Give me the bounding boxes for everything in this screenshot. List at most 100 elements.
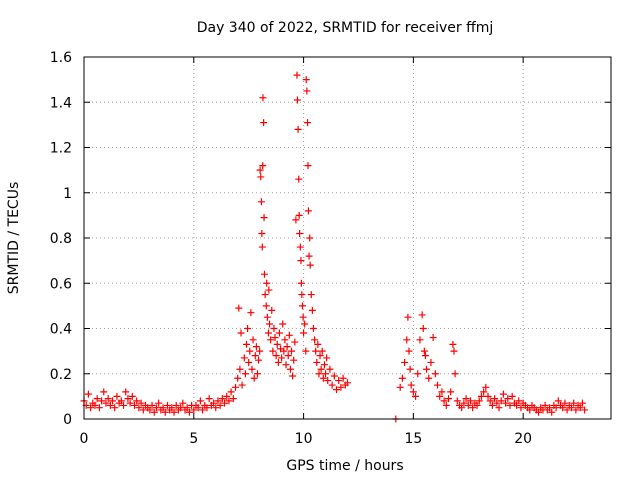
data-point — [314, 340, 322, 348]
data-point — [298, 291, 306, 299]
y-tick-label: 0.6 — [50, 276, 72, 292]
data-point — [133, 397, 141, 405]
data-point — [438, 388, 446, 396]
data-point — [495, 404, 503, 412]
data-point — [196, 397, 204, 405]
x-tick-label: 0 — [80, 431, 89, 447]
y-tick-label: 1 — [63, 186, 72, 202]
y-tick-label: 1.6 — [50, 50, 72, 66]
data-point — [475, 397, 483, 405]
data-point — [296, 243, 304, 251]
data-point — [259, 162, 267, 170]
data-point — [576, 404, 584, 412]
data-point — [484, 392, 492, 400]
data-point — [247, 309, 255, 317]
data-point — [122, 388, 130, 396]
data-point — [482, 383, 490, 391]
data-point — [216, 401, 224, 409]
data-point — [124, 395, 132, 403]
data-point — [462, 395, 470, 403]
y-axis-label: SRMTID / TECUs — [6, 182, 22, 295]
data-point — [177, 404, 185, 412]
data-point — [304, 207, 312, 215]
data-point — [113, 392, 121, 400]
data-point — [266, 320, 274, 328]
data-point — [506, 401, 514, 409]
data-point — [480, 388, 488, 396]
data-point — [416, 336, 424, 344]
data-point — [295, 211, 303, 219]
data-point — [183, 404, 191, 412]
data-point — [218, 395, 226, 403]
data-point — [205, 395, 213, 403]
data-point — [291, 338, 299, 346]
data-point — [449, 340, 457, 348]
data-point — [120, 401, 128, 409]
data-point — [306, 234, 314, 242]
data-point — [315, 370, 323, 378]
data-point — [403, 336, 411, 344]
data-point — [440, 397, 448, 405]
data-point — [155, 399, 163, 407]
data-point — [486, 397, 494, 405]
data-point — [297, 279, 305, 287]
data-point — [304, 119, 312, 127]
y-tick-label: 1.4 — [50, 95, 72, 111]
data-point — [260, 270, 268, 278]
data-point — [319, 374, 327, 382]
data-point — [245, 358, 253, 366]
data-point — [300, 329, 308, 337]
chart-title: Day 340 of 2022, SRMTID for receiver ffm… — [197, 20, 494, 36]
data-point — [306, 261, 314, 269]
y-tick-label: 0.4 — [50, 322, 72, 338]
data-point — [269, 347, 277, 355]
data-point — [179, 399, 187, 407]
data-point — [240, 354, 248, 362]
data-point — [427, 358, 435, 366]
data-point — [252, 343, 260, 351]
data-point — [508, 392, 516, 400]
data-point — [102, 399, 110, 407]
data-point — [235, 304, 243, 312]
data-point — [267, 336, 275, 344]
data-point — [316, 352, 324, 360]
data-point — [286, 365, 294, 373]
data-point — [453, 397, 461, 405]
data-point — [330, 372, 338, 380]
data-point — [294, 125, 302, 133]
data-point — [257, 198, 265, 206]
data-point — [548, 408, 556, 416]
data-point — [100, 388, 108, 396]
data-point — [284, 352, 292, 360]
data-point — [248, 365, 256, 373]
data-point — [146, 406, 154, 414]
data-point — [301, 320, 309, 328]
data-point — [236, 365, 244, 373]
data-point — [570, 399, 578, 407]
data-point — [554, 397, 562, 405]
data-point — [450, 347, 458, 355]
data-point — [541, 401, 549, 409]
data-point — [460, 399, 468, 407]
data-point — [232, 383, 240, 391]
data-point — [398, 374, 406, 382]
data-point — [581, 406, 589, 414]
data-point — [406, 365, 414, 373]
data-point — [404, 313, 412, 321]
data-point — [172, 401, 180, 409]
data-point — [526, 406, 534, 414]
axis-ticks: 0 5 10 15 20 0 0.2 0.4 0.6 0.8 1 1.2 1.4 1.6 — [50, 50, 611, 447]
data-point — [256, 166, 264, 174]
data-point — [128, 392, 136, 400]
data-point — [464, 401, 472, 409]
data-point — [212, 404, 220, 412]
data-point — [170, 408, 178, 416]
data-point — [95, 404, 103, 412]
data-point — [303, 87, 311, 95]
data-point — [313, 358, 321, 366]
plot-frame — [83, 56, 612, 420]
data-point — [488, 401, 496, 409]
data-point — [290, 356, 298, 364]
